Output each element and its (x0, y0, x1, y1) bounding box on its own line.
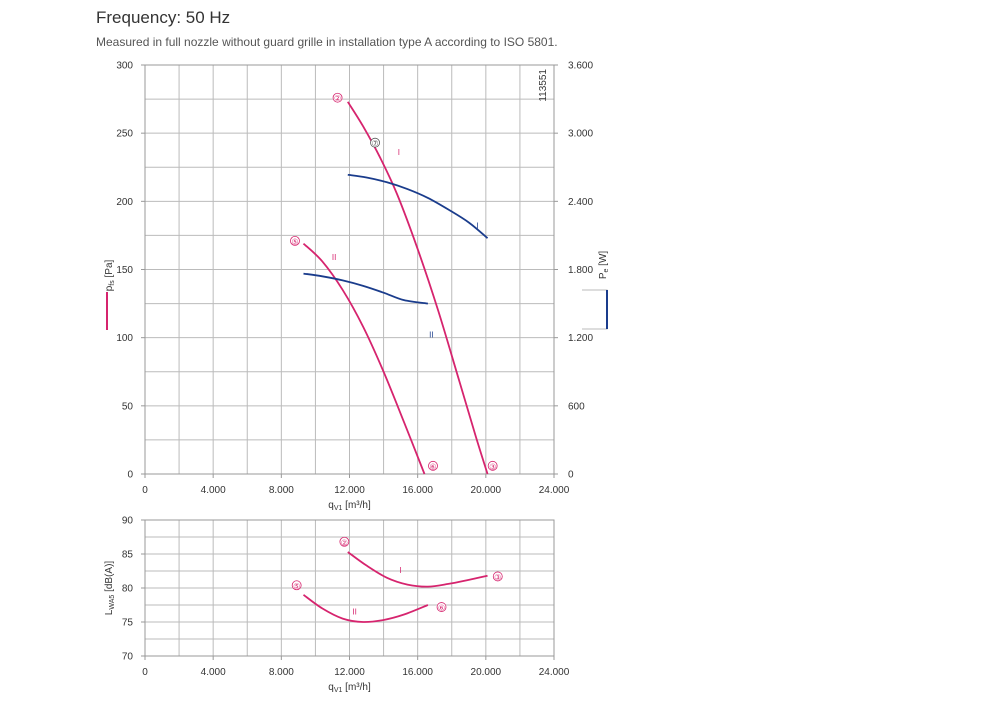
curve-label: I (476, 222, 478, 231)
operating-point-marker (290, 235, 300, 246)
y-tick-label: 0 (127, 470, 133, 481)
chart-code: 113551 (538, 69, 549, 102)
y-tick-label: 75 (122, 618, 134, 629)
chart-sound: 0 4.000 8.000 12.000 16.000 20.000 24.000 70 75 8… (104, 516, 570, 695)
x-tick-label: 4.000 (201, 667, 226, 678)
curve-label: II (429, 331, 433, 340)
y-axis-label: LWA5 [dB(A)] (104, 561, 116, 616)
operating-point-label: ⑥ (438, 604, 445, 613)
y2-axis-legend-box (582, 289, 608, 330)
series-line-power-2 (347, 173, 489, 239)
x-tick-label: 16.000 (402, 667, 433, 678)
operating-point-marker (436, 602, 447, 612)
y-tick-label: 250 (116, 129, 133, 140)
x-axis-label: qV1 [m³/h] (328, 682, 371, 694)
operating-point-marker (487, 460, 498, 471)
curve-label: II (332, 253, 336, 262)
y-tick-label: 300 (116, 61, 133, 72)
x-tick-label: 12.000 (334, 667, 365, 678)
operating-point-label: ③ (489, 462, 496, 471)
x-tick-label: 24.000 (539, 485, 570, 496)
x-tick-label: 16.000 (402, 485, 433, 496)
y-tick-label: 100 (116, 333, 133, 344)
page-title: Frequency: 50 Hz (96, 8, 231, 27)
y-tick-label: 80 (122, 584, 134, 595)
series-line-power-3 (303, 272, 429, 305)
operating-point-label: ⑦ (371, 139, 378, 148)
y2-tick-label: 3.000 (568, 129, 593, 140)
x-axis-label: qV1 [m³/h] (328, 500, 371, 512)
operating-point-marker (492, 571, 503, 582)
x-tick-label: 8.000 (269, 485, 294, 496)
curve-label: II (352, 608, 356, 617)
curve-label: I (398, 148, 400, 157)
y2-tick-label: 2.400 (568, 197, 593, 208)
chart-pressure-power: 0 4.000 8.000 12.000 16.000 20.000 24.000 0 50 10… (104, 61, 610, 513)
x-tick-label: 20.000 (471, 667, 502, 678)
operating-point-label: ③ (494, 573, 501, 582)
y2-tick-label: 1.200 (568, 333, 593, 344)
operating-point-marker (339, 536, 350, 547)
y-tick-label: 85 (122, 550, 134, 561)
series-line-pressure-0 (347, 551, 488, 588)
y2-axis-label: Pe [W] (598, 251, 610, 280)
x-tick-label: 0 (142, 485, 148, 496)
operating-point-label: ② (334, 94, 341, 103)
series-line-pressure-1 (302, 242, 426, 475)
y2-tick-label: 600 (568, 401, 585, 412)
y-tick-label: 200 (116, 197, 133, 208)
x-tick-label: 20.000 (471, 485, 502, 496)
y2-tick-label: 0 (568, 470, 574, 481)
y-tick-label: 150 (116, 265, 133, 276)
operating-point-marker (291, 580, 302, 591)
series-line-pressure-0 (347, 101, 489, 475)
y-tick-label: 90 (122, 516, 134, 527)
x-tick-label: 24.000 (539, 667, 570, 678)
operating-point-marker (428, 460, 438, 471)
y-tick-label: 50 (122, 401, 134, 412)
operating-point-label: ⑤ (291, 237, 298, 246)
page-subtitle: Measured in full nozzle without guard gr… (96, 35, 558, 49)
x-tick-label: 12.000 (334, 485, 365, 496)
curve-label: I (400, 566, 402, 575)
y2-tick-label: 3.600 (568, 61, 593, 72)
operating-point-marker (370, 137, 380, 148)
operating-point-label: ⑤ (293, 582, 300, 591)
x-tick-label: 0 (142, 667, 148, 678)
y-axis-label: pfs [Pa] (104, 259, 116, 291)
x-tick-label: 4.000 (201, 485, 226, 496)
series-line-pressure-1 (302, 594, 429, 623)
operating-point-label: ⑥ (429, 462, 436, 471)
y-tick-label: 70 (122, 652, 134, 663)
y2-tick-label: 1.800 (568, 265, 593, 276)
x-tick-label: 8.000 (269, 667, 294, 678)
operating-point-label: ② (341, 538, 348, 547)
operating-point-marker (332, 92, 343, 103)
